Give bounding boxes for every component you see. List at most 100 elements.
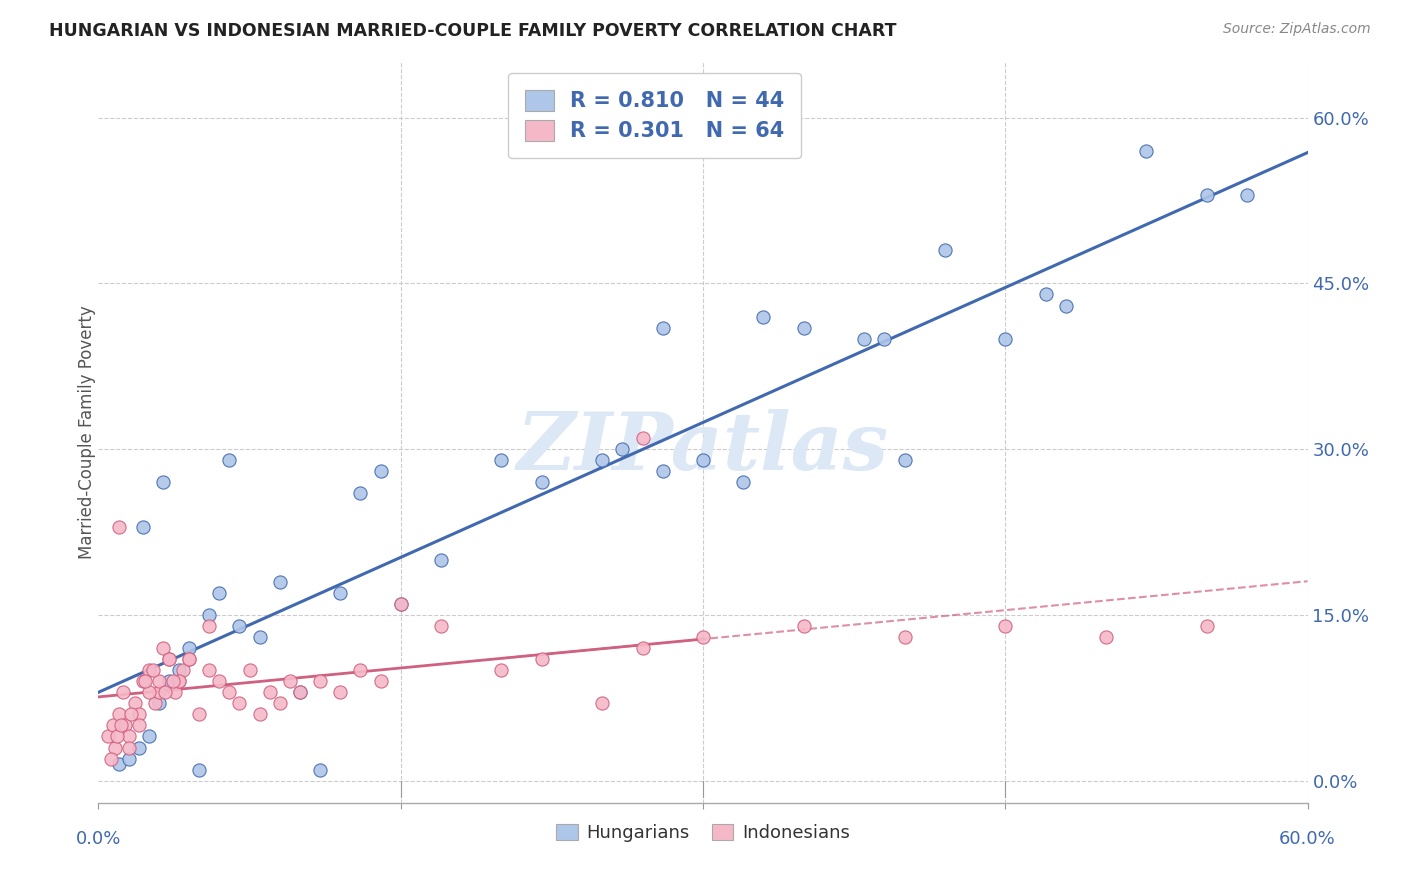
Point	[188, 707, 211, 722]
Text: 60.0%: 60.0%	[1279, 830, 1336, 848]
Point	[138, 730, 160, 744]
Point	[329, 685, 352, 699]
Point	[1035, 287, 1057, 301]
Point	[111, 685, 134, 699]
Point	[893, 630, 915, 644]
Point	[651, 320, 673, 334]
Point	[148, 697, 170, 711]
Point	[107, 757, 129, 772]
Point	[153, 685, 176, 699]
Point	[430, 552, 453, 566]
Point	[132, 674, 155, 689]
Point	[198, 663, 221, 677]
Point	[157, 652, 180, 666]
Point	[269, 574, 291, 589]
Point	[228, 697, 250, 711]
Point	[309, 763, 332, 777]
Point	[143, 697, 166, 711]
Point	[114, 718, 136, 732]
Point	[239, 663, 262, 677]
Point	[994, 619, 1017, 633]
Point	[128, 718, 150, 732]
Text: HUNGARIAN VS INDONESIAN MARRIED-COUPLE FAMILY POVERTY CORRELATION CHART: HUNGARIAN VS INDONESIAN MARRIED-COUPLE F…	[49, 22, 897, 40]
Point	[530, 652, 553, 666]
Point	[157, 652, 180, 666]
Point	[138, 685, 160, 699]
Point	[491, 663, 513, 677]
Point	[152, 641, 174, 656]
Point	[100, 751, 122, 765]
Point	[1095, 630, 1118, 644]
Point	[167, 663, 190, 677]
Point	[148, 685, 170, 699]
Point	[188, 763, 211, 777]
Point	[1195, 188, 1218, 202]
Point	[591, 453, 613, 467]
Point	[142, 663, 165, 677]
Point	[128, 740, 150, 755]
Point	[198, 607, 221, 622]
Point	[134, 674, 156, 689]
Point	[179, 641, 201, 656]
Point	[259, 685, 281, 699]
Point	[218, 453, 240, 467]
Point	[349, 663, 371, 677]
Point	[1195, 619, 1218, 633]
Point	[873, 332, 896, 346]
Point	[107, 519, 129, 533]
Point	[118, 740, 141, 755]
Point	[752, 310, 775, 324]
Point	[389, 597, 412, 611]
Y-axis label: Married-Couple Family Poverty: Married-Couple Family Poverty	[79, 306, 96, 559]
Point	[152, 475, 174, 490]
Point	[172, 663, 194, 677]
Point	[208, 586, 231, 600]
Point	[118, 751, 141, 765]
Point	[893, 453, 915, 467]
Point	[329, 586, 352, 600]
Point	[631, 431, 654, 445]
Point	[118, 730, 141, 744]
Point	[1236, 188, 1258, 202]
Point	[733, 475, 755, 490]
Point	[389, 597, 412, 611]
Point	[101, 718, 124, 732]
Point	[162, 674, 184, 689]
Point	[97, 730, 120, 744]
Point	[249, 707, 271, 722]
Point	[124, 697, 146, 711]
Point	[288, 685, 311, 699]
Point	[278, 674, 301, 689]
Point	[651, 464, 673, 478]
Point	[430, 619, 453, 633]
Point	[228, 619, 250, 633]
Point	[793, 320, 815, 334]
Point	[167, 674, 190, 689]
Point	[370, 674, 392, 689]
Point	[163, 685, 186, 699]
Point	[105, 730, 128, 744]
Point	[631, 641, 654, 656]
Text: ZIPatlas: ZIPatlas	[517, 409, 889, 486]
Point	[591, 697, 613, 711]
Text: 0.0%: 0.0%	[76, 830, 121, 848]
Point	[612, 442, 634, 457]
Point	[179, 652, 201, 666]
Point	[138, 663, 160, 677]
Point	[530, 475, 553, 490]
Point	[692, 453, 714, 467]
Point	[128, 707, 150, 722]
Point	[1135, 144, 1157, 158]
Point	[288, 685, 311, 699]
Text: Source: ZipAtlas.com: Source: ZipAtlas.com	[1223, 22, 1371, 37]
Point	[269, 697, 291, 711]
Point	[934, 244, 956, 258]
Point	[103, 740, 125, 755]
Point	[853, 332, 876, 346]
Point	[198, 619, 221, 633]
Point	[167, 674, 190, 689]
Point	[208, 674, 231, 689]
Point	[218, 685, 240, 699]
Point	[249, 630, 271, 644]
Point	[793, 619, 815, 633]
